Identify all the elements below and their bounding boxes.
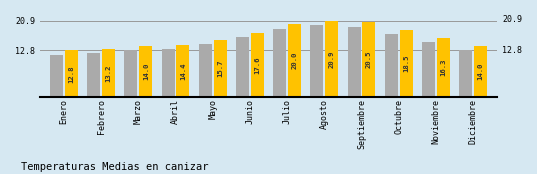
Bar: [87, 53, 100, 97]
Bar: [362, 22, 375, 97]
Bar: [162, 49, 175, 97]
Bar: [65, 50, 78, 97]
Bar: [214, 40, 227, 97]
Bar: [177, 45, 190, 97]
Bar: [50, 55, 63, 97]
Text: 12.8: 12.8: [68, 65, 75, 82]
Text: 14.4: 14.4: [180, 62, 186, 80]
Text: 20.9: 20.9: [329, 50, 335, 68]
Text: 15.7: 15.7: [217, 60, 223, 77]
Text: Temperaturas Medias en canizar: Temperaturas Medias en canizar: [21, 162, 209, 172]
Bar: [384, 34, 398, 97]
Text: 18.5: 18.5: [403, 55, 409, 72]
Bar: [347, 27, 360, 97]
Text: 14.0: 14.0: [143, 63, 149, 80]
Text: 13.2: 13.2: [106, 64, 112, 82]
Bar: [459, 50, 472, 97]
Bar: [422, 42, 435, 97]
Text: 16.3: 16.3: [440, 59, 446, 76]
Text: 20.0: 20.0: [292, 52, 297, 69]
Bar: [310, 25, 323, 97]
Text: 17.6: 17.6: [255, 56, 260, 74]
Text: 14.0: 14.0: [477, 63, 483, 80]
Bar: [102, 49, 115, 97]
Bar: [251, 33, 264, 97]
Bar: [125, 50, 137, 97]
Bar: [474, 46, 487, 97]
Bar: [288, 24, 301, 97]
Bar: [400, 30, 412, 97]
Bar: [437, 38, 450, 97]
Text: 20.5: 20.5: [366, 51, 372, 69]
Bar: [273, 29, 286, 97]
Bar: [325, 21, 338, 97]
Bar: [236, 37, 249, 97]
Bar: [199, 44, 212, 97]
Bar: [139, 46, 153, 97]
